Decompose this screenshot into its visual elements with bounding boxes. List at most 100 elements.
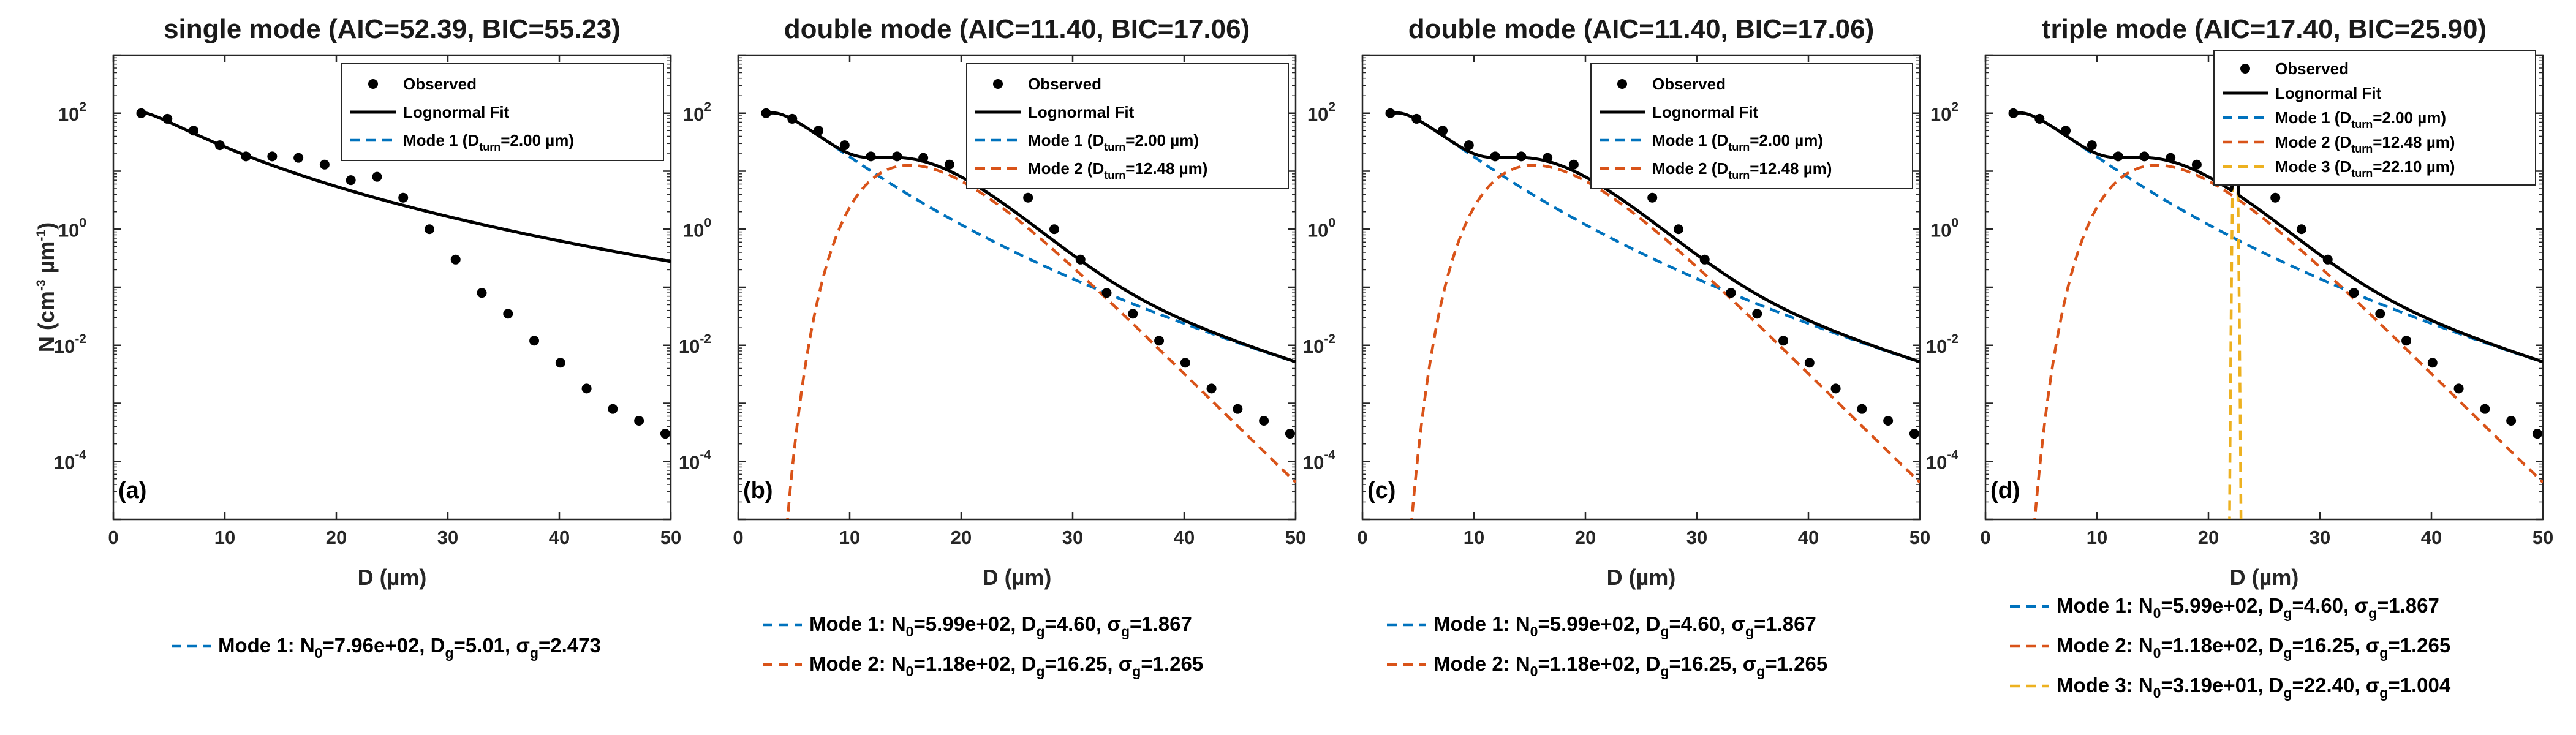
legend-observed-marker xyxy=(368,79,378,89)
panel-title: double mode (AIC=11.40, BIC=17.06) xyxy=(784,14,1250,44)
observed-point xyxy=(319,159,330,170)
panel-title: triple mode (AIC=17.40, BIC=25.90) xyxy=(2042,14,2487,44)
observed-point xyxy=(1857,404,1867,414)
lognormal-fit-curve xyxy=(2012,102,2543,364)
observed-point xyxy=(2034,113,2045,124)
observed-point xyxy=(1543,153,1553,163)
legend-box xyxy=(1590,63,1913,189)
observed-point xyxy=(839,140,850,151)
lognormal-fit-curve xyxy=(141,110,671,263)
observed-point xyxy=(2061,126,2071,136)
x-tick-label: 50 xyxy=(1909,527,1930,548)
plot-area xyxy=(1385,108,1920,519)
legend: Observed Lognormal Fit Mode 1 (Dturn=2.00 … xyxy=(966,63,1289,189)
observed-point xyxy=(944,159,954,170)
y-tick-label: 100 xyxy=(1307,216,1335,241)
x-tick-label: 40 xyxy=(1174,527,1195,548)
x-tick-label: 0 xyxy=(1980,527,1990,548)
observed-point xyxy=(1049,224,1059,235)
observed-point xyxy=(450,254,461,265)
x-tick-label: 50 xyxy=(2533,527,2553,548)
legend-box xyxy=(2213,50,2536,186)
legend-mode-label: Mode 1 (Dturn=2.00 µm) xyxy=(1652,131,1823,153)
mode-param-text: Mode 2: N0=1.18e+02, Dg=16.25, σg=1.265 xyxy=(2057,634,2450,661)
observed-point xyxy=(1101,288,1112,298)
mode-1-curve xyxy=(765,111,1296,364)
observed-point xyxy=(293,153,304,163)
legend-observed-label: Observed xyxy=(2275,59,2349,78)
y-tick-label: 102 xyxy=(1930,100,1958,125)
observed-point xyxy=(1490,151,1500,162)
y-tick-label: 10-2 xyxy=(1926,332,1958,357)
mode-2-curve xyxy=(2033,164,2543,519)
mode-param-text: Mode 1: N0=5.99e+02, Dg=4.60, σg=1.867 xyxy=(2057,594,2439,621)
observed-point xyxy=(1385,108,1396,118)
y-tick-label: 10-4 xyxy=(54,448,86,473)
observed-point xyxy=(214,140,225,151)
panel-2: double mode (AIC=11.40, BIC=17.06) 102 100… xyxy=(679,14,1306,679)
y-tick-label: 102 xyxy=(683,100,711,125)
observed-point xyxy=(424,224,434,235)
y-tick-label: 10-4 xyxy=(1926,448,1958,473)
observed-point xyxy=(1804,358,1815,368)
x-tick-label: 10 xyxy=(839,527,860,548)
y-tick-label: 10-4 xyxy=(679,448,711,473)
mode-1-curve xyxy=(2012,111,2543,364)
observed-point xyxy=(2427,358,2438,368)
observed-point xyxy=(660,429,670,439)
observed-point xyxy=(267,151,278,162)
observed-point xyxy=(2480,404,2490,414)
plot-area xyxy=(2008,102,2543,519)
observed-point xyxy=(398,192,409,203)
lognormal-fit-curve xyxy=(1389,111,1920,364)
observed-point xyxy=(372,172,382,182)
legend: Observed Lognormal Fit Mode 1 (Dturn=2.00 … xyxy=(2213,50,2536,186)
observed-point xyxy=(581,383,592,394)
x-tick-label: 10 xyxy=(1464,527,1484,548)
y-tick-label: 10-4 xyxy=(1303,448,1335,473)
legend: Observed Lognormal Fit Mode 1 (Dturn=2.00 … xyxy=(1590,63,1913,189)
x-tick-label: 30 xyxy=(1062,527,1083,548)
panel-label: (b) xyxy=(743,478,773,503)
observed-point xyxy=(1023,192,1033,203)
mode-param-text: Mode 1: N0=5.99e+02, Dg=4.60, σg=1.867 xyxy=(809,612,1192,639)
mode-param-text: Mode 2: N0=1.18e+02, Dg=16.25, σg=1.265 xyxy=(1433,652,1827,679)
observed-point xyxy=(866,151,876,162)
observed-point xyxy=(1778,336,1789,346)
observed-point xyxy=(162,113,173,124)
legend-mode-label: Mode 2 (Dturn=12.48 µm) xyxy=(1028,159,1207,181)
x-tick-label: 40 xyxy=(549,527,570,548)
observed-point xyxy=(1726,288,1736,298)
observed-point xyxy=(1464,140,1474,151)
mode-param-text: Mode 1: N0=5.99e+02, Dg=4.60, σg=1.867 xyxy=(1433,612,1816,639)
observed-point xyxy=(634,416,644,426)
x-tick-label: 50 xyxy=(1285,527,1306,548)
x-axis-label: D (µm) xyxy=(358,565,427,590)
panel-title: single mode (AIC=52.39, BIC=55.23) xyxy=(164,14,621,44)
legend-fit-label: Lognormal Fit xyxy=(1652,103,1759,121)
observed-point xyxy=(1909,429,1919,439)
plot-area xyxy=(136,108,671,439)
mode-param-text: Mode 3: N0=3.19e+01, Dg=22.40, σg=1.004 xyxy=(2057,674,2451,701)
observed-point xyxy=(1752,309,1762,319)
observed-point xyxy=(892,151,902,162)
observed-point xyxy=(2322,254,2333,265)
observed-point xyxy=(2008,108,2019,118)
panel-4: triple mode (AIC=17.40, BIC=25.90)102100… xyxy=(1926,14,2553,701)
x-axis-label: D (µm) xyxy=(983,565,1052,590)
legend-observed-label: Observed xyxy=(1652,75,1726,93)
mode-2-curve xyxy=(1410,164,1920,519)
observed-point xyxy=(608,404,618,414)
observed-point xyxy=(346,175,356,186)
legend-fit-label: Lognormal Fit xyxy=(2275,84,2382,102)
x-axis-label: D (µm) xyxy=(2230,565,2299,590)
observed-point xyxy=(2532,429,2542,439)
panel-label: (d) xyxy=(1990,478,2020,503)
panel-1: single mode (AIC=52.39, BIC=55.23)102100… xyxy=(34,14,681,661)
observed-point xyxy=(2139,151,2150,162)
x-tick-label: 30 xyxy=(437,527,458,548)
observed-point xyxy=(555,358,565,368)
observed-point xyxy=(1830,383,1841,394)
y-tick-label: 100 xyxy=(683,216,711,241)
legend-mode-label: Mode 2 (Dturn=12.48 µm) xyxy=(2275,133,2455,155)
